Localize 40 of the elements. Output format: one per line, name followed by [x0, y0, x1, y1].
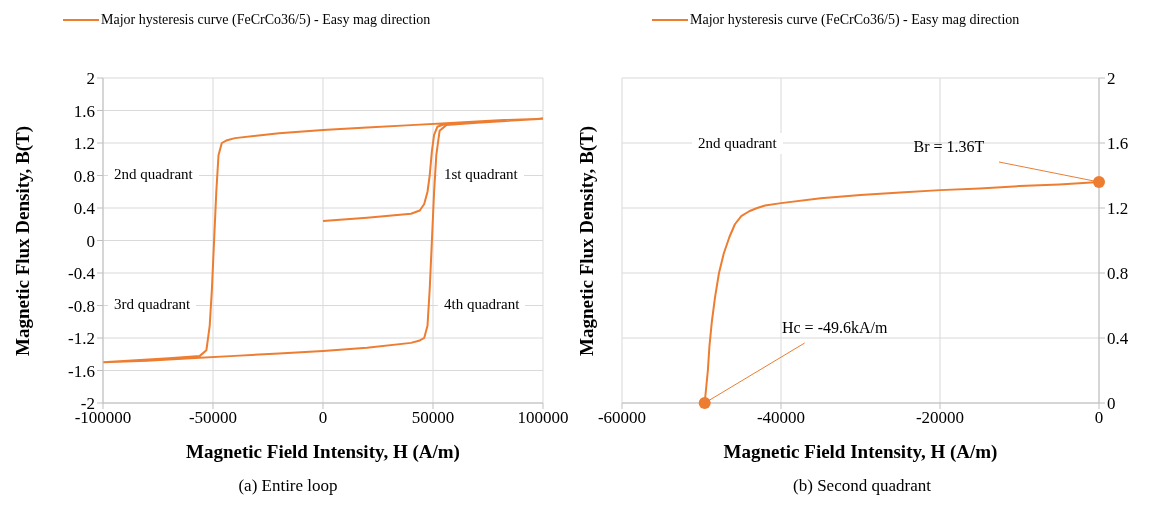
legend-label: Major hysteresis curve (FeCrCo36/5) - Easy mag direction — [690, 11, 1020, 29]
y-tick-label: 2 — [86, 69, 95, 89]
x-tick-label: -60000 — [597, 408, 647, 428]
annotation: 1st quadrant — [438, 164, 524, 185]
y-tick-label: 1.6 — [73, 101, 95, 121]
legend-label: Major hysteresis curve (FeCrCo36/5) - Easy mag direction — [101, 11, 431, 29]
y-tick-label: 1.2 — [1107, 199, 1129, 219]
y-axis-title: Magnetic Flux Density, B(T) — [576, 125, 598, 356]
y-tick-label: 1.2 — [73, 134, 95, 154]
y-tick-label: 2 — [1107, 69, 1116, 89]
annotation: 2nd quadrant — [692, 133, 783, 154]
y-tick-label: 0.8 — [73, 166, 95, 186]
y-tick-label: -1.2 — [68, 329, 95, 349]
text: (b) Second quadrant — [792, 476, 932, 496]
text: (a) Entire loop — [237, 476, 339, 496]
y-tick-label: -0.8 — [68, 296, 95, 316]
y-axis-title: Magnetic Flux Density, B(T) — [12, 125, 34, 356]
x-axis-title: Magnetic Field Intensity, H (A/m) — [723, 441, 998, 463]
annotation: Br = 1.36T — [913, 138, 985, 155]
line-series — [103, 117, 543, 364]
y-tick-label: 0 — [86, 231, 95, 251]
x-tick-label: -50000 — [188, 408, 238, 428]
x-tick-label: -100000 — [74, 408, 132, 428]
annotation: 3rd quadrant — [108, 294, 197, 315]
x-axis-title: Magnetic Field Intensity, H (A/m) — [186, 441, 460, 463]
x-tick-label: 100000 — [517, 408, 569, 428]
annotation: Hc = -49.6kA/m — [781, 319, 888, 336]
y-tick-label: -1.6 — [68, 361, 95, 381]
annotation: 4th quadrant — [438, 294, 526, 315]
y-tick-label: 0.4 — [1107, 329, 1129, 349]
x-tick-label: 50000 — [411, 408, 455, 428]
y-tick-label: 1.6 — [1107, 134, 1129, 154]
y-tick-label: -0.4 — [68, 264, 96, 284]
x-tick-label: -20000 — [915, 408, 965, 428]
y-tick-label: 0.4 — [73, 199, 96, 219]
y-tick-label: 0 — [1107, 394, 1116, 414]
y-tick-label: 0.8 — [1107, 264, 1129, 284]
x-tick-label: -40000 — [756, 408, 806, 428]
x-tick-label: 0 — [318, 408, 328, 428]
annotation: 2nd quadrant — [108, 164, 199, 185]
